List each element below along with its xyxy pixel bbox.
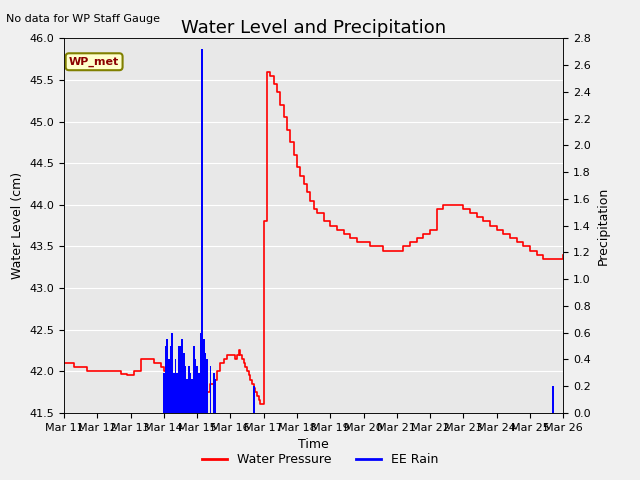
Bar: [195, 360, 196, 413]
Title: Water Level and Precipitation: Water Level and Precipitation: [181, 19, 446, 37]
Bar: [186, 379, 188, 413]
Bar: [184, 366, 186, 413]
Bar: [166, 339, 168, 413]
Bar: [177, 372, 178, 413]
Bar: [173, 372, 175, 413]
Y-axis label: Precipitation: Precipitation: [596, 186, 609, 265]
Bar: [170, 346, 172, 413]
Bar: [196, 366, 198, 413]
Legend: Water Pressure, EE Rain: Water Pressure, EE Rain: [196, 448, 444, 471]
Text: WP_met: WP_met: [69, 57, 119, 67]
Bar: [193, 346, 195, 413]
Bar: [200, 333, 201, 413]
Text: No data for WP Staff Gauge: No data for WP Staff Gauge: [6, 14, 161, 24]
Bar: [210, 366, 211, 413]
Bar: [213, 372, 214, 413]
Bar: [168, 360, 170, 413]
Bar: [183, 353, 184, 413]
Bar: [175, 360, 177, 413]
Y-axis label: Water Level (cm): Water Level (cm): [11, 172, 24, 279]
Bar: [198, 372, 200, 413]
Bar: [189, 372, 191, 413]
Bar: [163, 372, 164, 413]
Bar: [180, 346, 181, 413]
Bar: [552, 386, 554, 413]
Bar: [214, 379, 216, 413]
Bar: [178, 346, 180, 413]
Bar: [201, 49, 203, 413]
Bar: [191, 379, 193, 413]
Bar: [203, 339, 205, 413]
Bar: [206, 360, 208, 413]
Bar: [188, 366, 189, 413]
Bar: [181, 339, 183, 413]
Bar: [164, 346, 166, 413]
X-axis label: Time: Time: [298, 438, 329, 451]
Bar: [172, 333, 173, 413]
Bar: [253, 386, 255, 413]
Bar: [205, 353, 206, 413]
